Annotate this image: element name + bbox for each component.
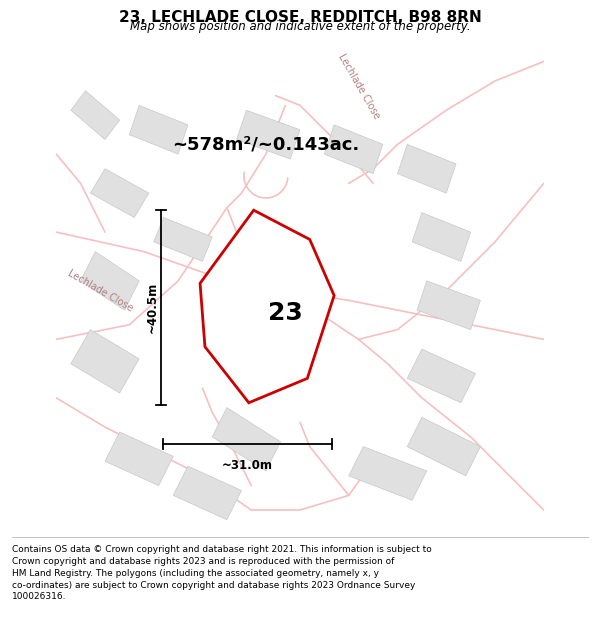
Polygon shape <box>397 144 456 193</box>
Text: 23: 23 <box>268 301 302 325</box>
Polygon shape <box>407 349 476 403</box>
Text: Lechlade Close: Lechlade Close <box>66 268 134 313</box>
Text: Map shows position and indicative extent of the property.: Map shows position and indicative extent… <box>130 20 470 32</box>
Polygon shape <box>407 418 481 476</box>
Text: ~578m²/~0.143ac.: ~578m²/~0.143ac. <box>172 136 359 153</box>
Polygon shape <box>325 125 383 174</box>
Polygon shape <box>154 217 212 261</box>
Polygon shape <box>80 252 139 310</box>
Polygon shape <box>91 169 149 217</box>
Text: ~40.5m: ~40.5m <box>146 282 159 333</box>
Text: Lechlade Close: Lechlade Close <box>336 51 381 120</box>
Polygon shape <box>417 281 481 329</box>
Polygon shape <box>412 213 470 261</box>
Text: Contains OS data © Crown copyright and database right 2021. This information is : Contains OS data © Crown copyright and d… <box>12 545 432 601</box>
Polygon shape <box>241 301 305 359</box>
Polygon shape <box>236 110 300 159</box>
Polygon shape <box>71 91 119 139</box>
Polygon shape <box>173 466 241 520</box>
Text: ~31.0m: ~31.0m <box>221 459 272 472</box>
Polygon shape <box>212 408 281 471</box>
Polygon shape <box>200 210 334 402</box>
Polygon shape <box>105 432 173 486</box>
Polygon shape <box>349 447 427 500</box>
Text: 23, LECHLADE CLOSE, REDDITCH, B98 8RN: 23, LECHLADE CLOSE, REDDITCH, B98 8RN <box>119 10 481 25</box>
Polygon shape <box>71 329 139 393</box>
Polygon shape <box>130 106 188 154</box>
